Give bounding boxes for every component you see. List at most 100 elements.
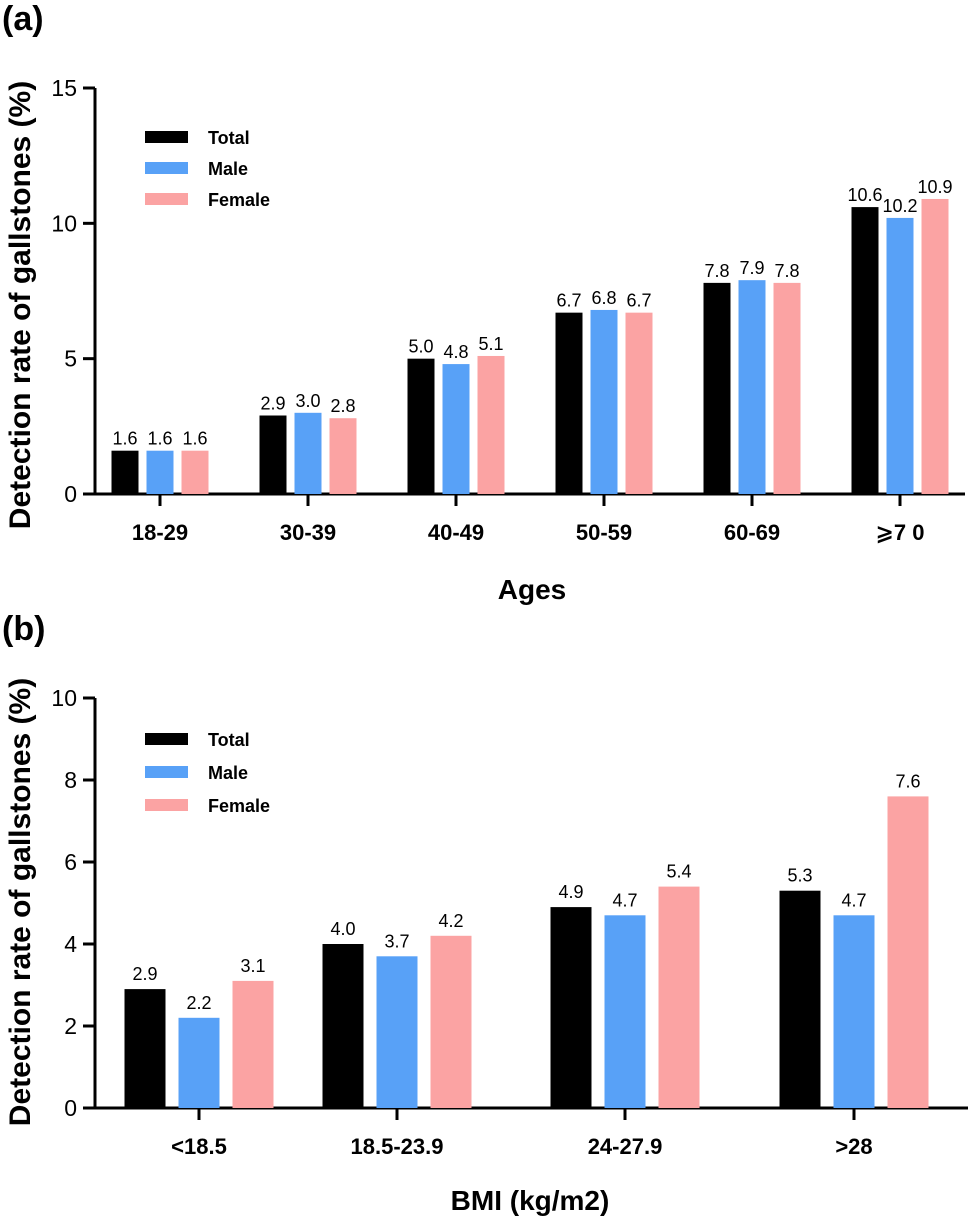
y-tick-label: 4 <box>64 931 77 957</box>
data-label: 1.6 <box>147 429 172 449</box>
y-tick-label: 10 <box>51 210 77 236</box>
bar-male <box>833 915 875 1108</box>
data-label: 6.7 <box>556 291 581 311</box>
panel-a-tag: (a) <box>2 0 44 38</box>
legend-swatch-female <box>145 193 188 205</box>
bar-total <box>550 907 592 1108</box>
bar-total <box>124 989 166 1108</box>
data-label: 4.7 <box>841 890 866 910</box>
bar-female <box>658 886 700 1108</box>
y-tick-label: 10 <box>51 685 77 711</box>
panel-a-bars: 1.6 1.6 1.6 2.9 3.0 2.8 5.0 4.8 5.1 6.7 6.8 6.7 7.8 7… <box>111 177 953 495</box>
panel-b-tag: (b) <box>2 610 45 648</box>
data-label: 7.6 <box>895 771 920 791</box>
data-label: 4.7 <box>612 890 637 910</box>
bar-total <box>111 450 139 494</box>
data-label: 3.7 <box>384 931 409 951</box>
data-label: 7.8 <box>774 261 799 281</box>
panel-a-x-axis-title: Ages <box>498 574 566 605</box>
y-tick-label: 5 <box>64 346 77 372</box>
data-label: 10.9 <box>917 177 952 197</box>
data-label: 4.9 <box>558 882 583 902</box>
y-tick-label: 0 <box>64 481 77 507</box>
data-label: 6.8 <box>591 288 616 308</box>
y-tick-label: 15 <box>51 75 77 101</box>
y-tick-label: 8 <box>64 767 77 793</box>
bar-male <box>294 412 322 494</box>
bar-female <box>625 312 653 494</box>
bar-total <box>851 207 879 495</box>
legend-swatch-male <box>145 162 188 174</box>
panel-b-x-axis-title: BMI (kg/m2) <box>451 1185 610 1216</box>
y-tick-label: 2 <box>64 1013 77 1039</box>
x-tick-label: ⩾7 0 <box>875 520 924 545</box>
panel-b-legend: Total Male Female <box>145 730 270 816</box>
legend-swatch-total <box>145 131 188 143</box>
legend-swatch-total <box>145 733 188 745</box>
panel-a-legend: Total Male Female <box>145 128 270 210</box>
legend-swatch-male <box>145 766 188 778</box>
data-label: 5.4 <box>666 862 691 882</box>
bar-male <box>604 915 646 1108</box>
y-tick-label: 0 <box>64 1095 77 1121</box>
bar-female <box>232 980 274 1108</box>
data-label: 10.6 <box>847 185 882 205</box>
data-label: 3.1 <box>240 956 265 976</box>
y-tick-label: 6 <box>64 849 77 875</box>
data-label: 2.9 <box>132 964 157 984</box>
bar-total <box>555 312 583 494</box>
bar-male <box>590 309 618 494</box>
data-label: 1.6 <box>112 429 137 449</box>
x-tick-label: 60-69 <box>724 520 780 545</box>
x-tick-label: 24-27.9 <box>588 1134 663 1159</box>
bar-female <box>329 418 357 494</box>
bar-male <box>738 280 766 494</box>
panel-b-y-axis-title: Detection rate of gallstones (%) <box>4 678 37 1126</box>
legend-label-total: Total <box>208 730 250 750</box>
bar-female <box>773 282 801 494</box>
bar-male <box>886 217 914 495</box>
legend-label-female: Female <box>208 796 270 816</box>
data-label: 4.2 <box>438 911 463 931</box>
bar-total <box>407 358 435 494</box>
bar-total <box>322 944 364 1108</box>
bar-male <box>146 450 174 494</box>
data-label: 10.2 <box>882 196 917 216</box>
data-label: 5.0 <box>408 337 433 357</box>
data-label: 7.9 <box>739 258 764 278</box>
x-tick-label: 50-59 <box>576 520 632 545</box>
bar-female <box>430 935 472 1108</box>
panel-a-axes: 0 5 10 15 18-29 30-39 40-49 50-59 60-69 ⩾7 0 <box>51 75 965 545</box>
bar-female <box>477 355 505 494</box>
bar-total <box>779 890 821 1108</box>
bar-female <box>921 198 949 494</box>
x-tick-label: <18.5 <box>171 1134 227 1159</box>
bar-total <box>703 282 731 494</box>
data-label: 6.7 <box>626 291 651 311</box>
data-label: 2.2 <box>186 993 211 1013</box>
x-tick-label: >28 <box>835 1134 872 1159</box>
legend-swatch-female <box>145 799 188 811</box>
panel-b-axes: 0 2 4 6 8 10 <18.5 18.5-23.9 24-27.9 >28 <box>51 685 968 1159</box>
data-label: 4.0 <box>330 919 355 939</box>
bar-male <box>178 1017 220 1108</box>
bar-male <box>442 364 470 494</box>
data-label: 1.6 <box>182 429 207 449</box>
data-label: 4.8 <box>443 342 468 362</box>
bar-male <box>376 956 418 1108</box>
data-label: 3.0 <box>295 391 320 411</box>
x-tick-label: 18-29 <box>132 520 188 545</box>
x-tick-label: 40-49 <box>428 520 484 545</box>
legend-label-female: Female <box>208 190 270 210</box>
bar-female <box>887 796 929 1108</box>
data-label: 2.9 <box>260 394 285 414</box>
bar-total <box>259 415 287 494</box>
panel-b-chart: (b) Detection rate of gallstones (%) BMI… <box>2 610 968 1216</box>
legend-label-male: Male <box>208 159 248 179</box>
panel-a-y-axis-title: Detection rate of gallstones (%) <box>4 81 37 529</box>
data-label: 5.3 <box>787 866 812 886</box>
bar-female <box>181 450 209 494</box>
data-label: 2.8 <box>330 396 355 416</box>
legend-label-male: Male <box>208 763 248 783</box>
